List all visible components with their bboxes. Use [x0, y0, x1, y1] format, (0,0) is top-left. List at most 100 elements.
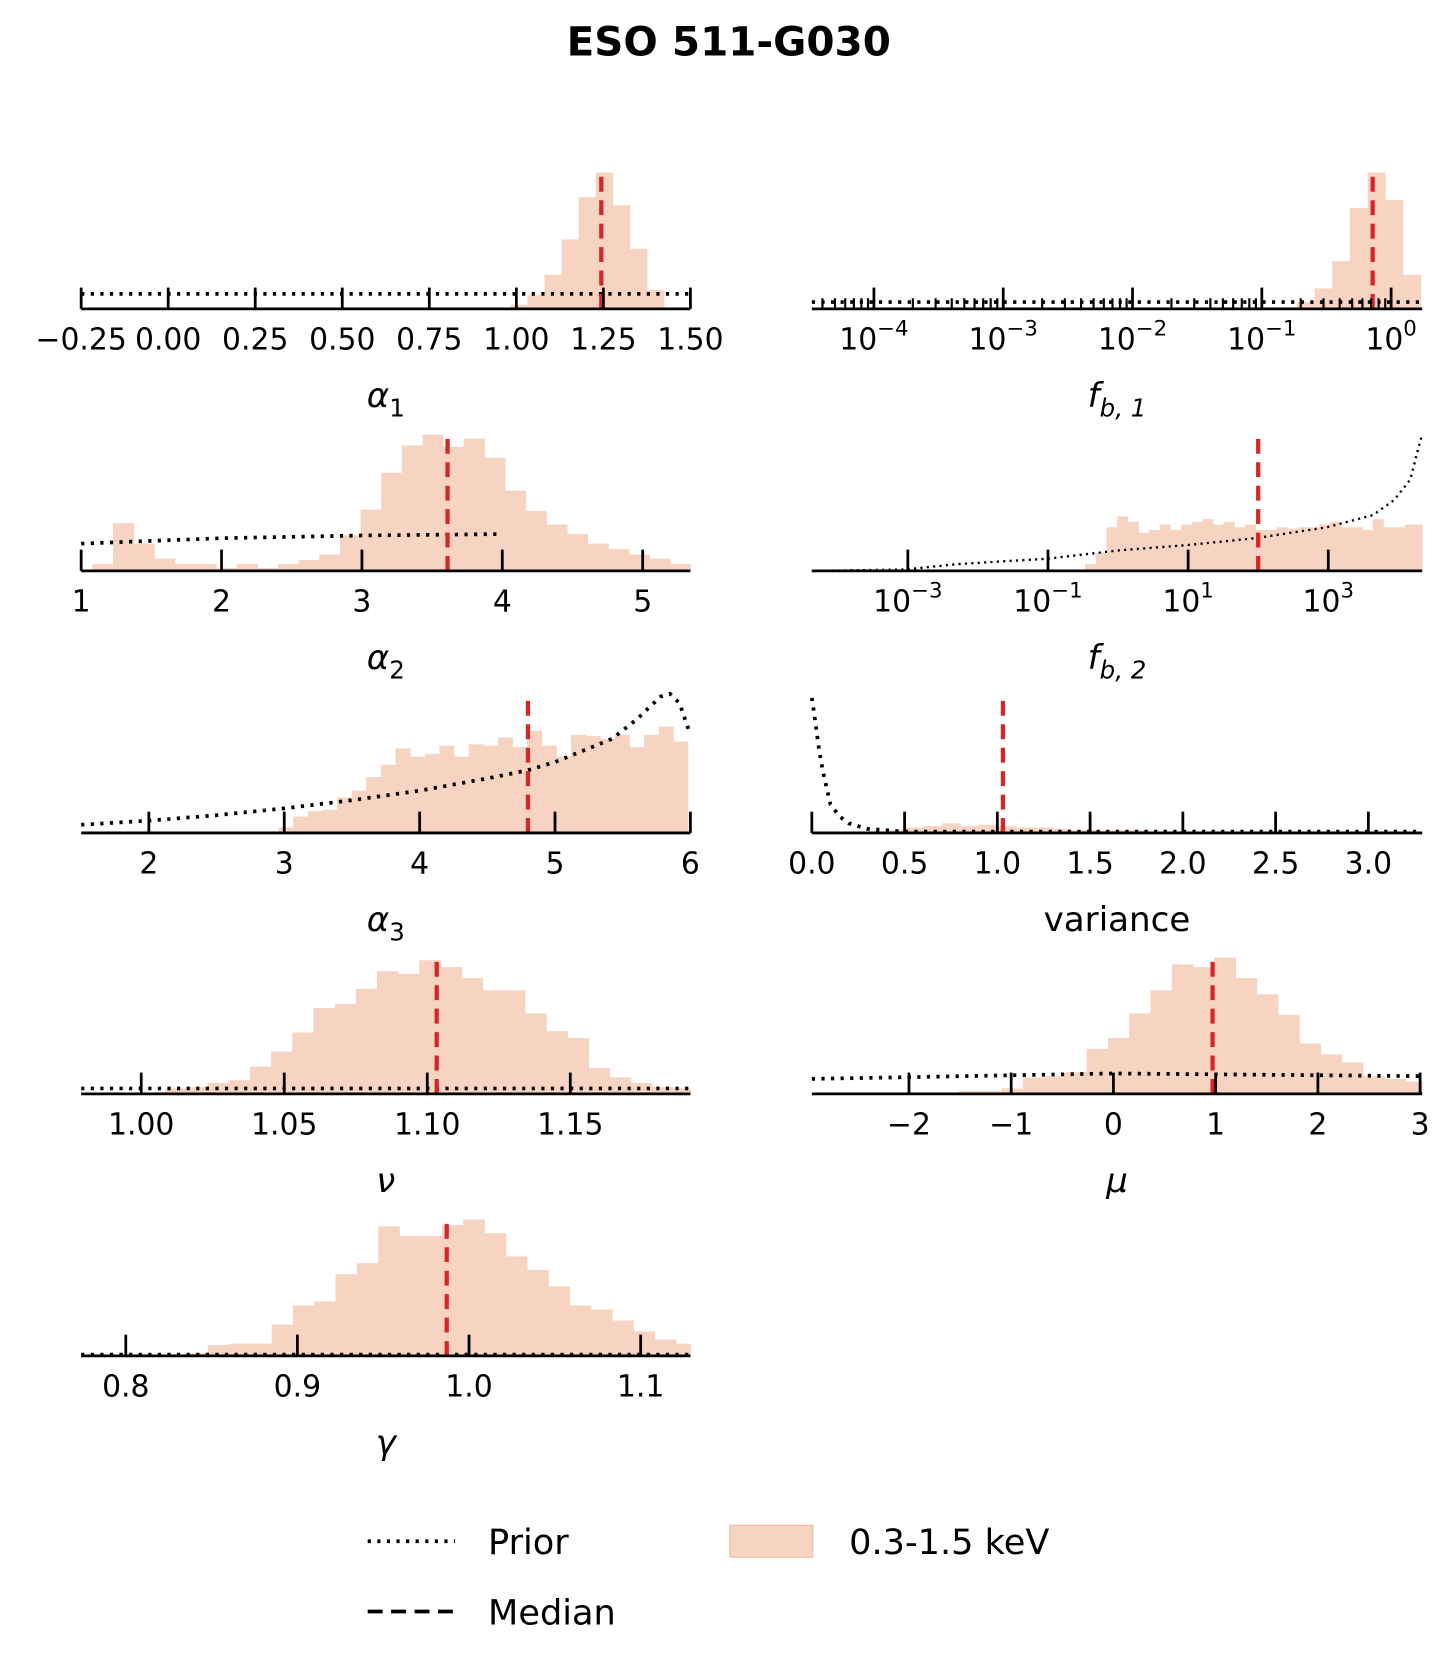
histogram-bar — [612, 1320, 634, 1356]
tick-label: 0.75 — [396, 322, 462, 357]
histogram-bar — [1296, 302, 1315, 309]
histogram-bar — [1332, 261, 1351, 309]
histogram-bar — [600, 738, 616, 833]
x-axis-label: α1 — [367, 376, 405, 423]
tick-label: 1.0 — [974, 846, 1021, 881]
histogram-bar — [355, 988, 378, 1094]
tick-label: 2 — [139, 846, 158, 881]
histogram-bar — [556, 756, 572, 833]
histogram-bar — [360, 509, 382, 571]
histogram-bar — [649, 558, 671, 571]
histogram-bar — [941, 823, 961, 833]
tick-label: −2 — [887, 1107, 931, 1142]
histogram-bar — [1372, 519, 1384, 571]
tick-label: 4 — [410, 846, 429, 881]
x-axis-label-main: ν — [376, 1161, 395, 1201]
legend: Prior Median 0.3-1.5 keV — [367, 1522, 1049, 1633]
histogram-bar — [207, 1345, 230, 1356]
histogram-bar — [1159, 524, 1171, 571]
histogram-bar — [1276, 527, 1288, 571]
histogram-bar — [419, 960, 441, 1094]
histogram-bar — [1053, 828, 1072, 833]
histogram-bar — [1022, 1077, 1045, 1094]
histogram-bar — [1223, 521, 1235, 571]
histogram-bar — [1106, 527, 1118, 571]
histogram-bar — [1244, 524, 1256, 571]
histogram-bar — [133, 543, 155, 571]
prior-curve — [81, 532, 503, 546]
histogram-bar — [376, 971, 399, 1094]
tick-label: 1.15 — [537, 1107, 603, 1142]
tick-label: 10−3 — [969, 317, 1038, 358]
tick-label: 3 — [352, 584, 371, 619]
histogram-bar — [1214, 957, 1236, 1094]
tick-label: 0 — [1104, 1107, 1123, 1142]
histogram-bar — [978, 824, 998, 833]
histogram-bar — [461, 978, 484, 1094]
tick-label: 0.50 — [309, 322, 375, 357]
histogram-bar — [1278, 1014, 1300, 1094]
histogram-bar — [1149, 530, 1161, 571]
histogram-bar — [439, 745, 455, 833]
histogram-bar — [351, 790, 367, 833]
x-axis-label-subscript: 2 — [389, 655, 405, 684]
histogram-bar — [512, 747, 528, 833]
x-axis-label: μ — [1105, 1161, 1128, 1201]
histogram-bar — [1127, 521, 1139, 571]
histogram-bar — [410, 756, 426, 833]
histogram-bar — [527, 730, 543, 833]
histogram-bar — [356, 1263, 379, 1356]
tick-label-base: 10 — [839, 322, 877, 357]
tick-label: 1.10 — [394, 1107, 460, 1142]
histogram-bar — [1191, 521, 1203, 571]
panel-0: −0.25 0.00 0.25 0.50 0.75 1.00 1.25 1.50 α1 — [35, 172, 724, 423]
histogram-bar — [463, 438, 485, 571]
panel-6: 1.00 1.05 1.10 1.15 ν — [81, 959, 691, 1201]
tick-label-exponent: 3 — [1340, 579, 1354, 604]
histogram-bar — [1349, 207, 1369, 309]
histogram-bar — [1415, 524, 1423, 571]
tick-label: 2.0 — [1159, 846, 1206, 881]
histogram-bar — [483, 745, 499, 833]
histogram-bar — [1192, 967, 1215, 1094]
histogram-bar — [629, 747, 645, 833]
x-axis-label: variance — [1044, 900, 1191, 940]
histogram-bar — [292, 1032, 314, 1094]
tick-label: 5 — [633, 584, 652, 619]
panel-2: 1 2 3 4 5α2 — [72, 434, 691, 685]
histogram-bar — [454, 756, 470, 833]
histogram-bar — [1086, 1048, 1109, 1094]
histogram-bar — [229, 1343, 251, 1356]
panel-8: 0.8 0.9 1.0 1.1 γ — [81, 1219, 691, 1463]
histogram-bar — [278, 827, 294, 833]
histogram-bar — [92, 564, 114, 571]
histogram-bar — [399, 1235, 422, 1356]
histogram-bar — [366, 777, 382, 833]
tick-label-exponent: 1 — [1200, 579, 1214, 604]
histogram-bar — [525, 1013, 547, 1094]
histogram-bar — [997, 826, 1017, 833]
tick-label: 0.5 — [881, 846, 928, 881]
tick-label: 1.50 — [657, 322, 723, 357]
tick-label: 3.0 — [1345, 846, 1392, 881]
tick-label: 1.00 — [483, 322, 549, 357]
histogram-bar — [1170, 530, 1182, 571]
x-axis-label-main: μ — [1105, 1161, 1128, 1201]
histogram-bar — [401, 445, 423, 571]
histogram-bar — [588, 1067, 611, 1094]
x-axis-label: α2 — [367, 638, 405, 685]
tick-label: 10−3 — [873, 579, 942, 620]
x-axis-label: fb, 1 — [1088, 376, 1147, 423]
tick-label-exponent: −2 — [1136, 317, 1167, 342]
tick-label-base: 10 — [1365, 322, 1403, 357]
histogram-bar — [1383, 527, 1395, 571]
x-axis-label: fb, 2 — [1088, 638, 1147, 685]
histogram-bar — [314, 1301, 336, 1356]
histogram-bar — [1138, 532, 1150, 571]
histogram-bar — [378, 1226, 400, 1356]
tick-label-exponent: −3 — [911, 579, 942, 604]
histogram-bar — [578, 197, 597, 309]
histogram-bar — [1107, 1037, 1130, 1094]
figure-title: ESO 511-G030 — [567, 17, 891, 65]
histogram-bar — [1405, 1081, 1423, 1094]
